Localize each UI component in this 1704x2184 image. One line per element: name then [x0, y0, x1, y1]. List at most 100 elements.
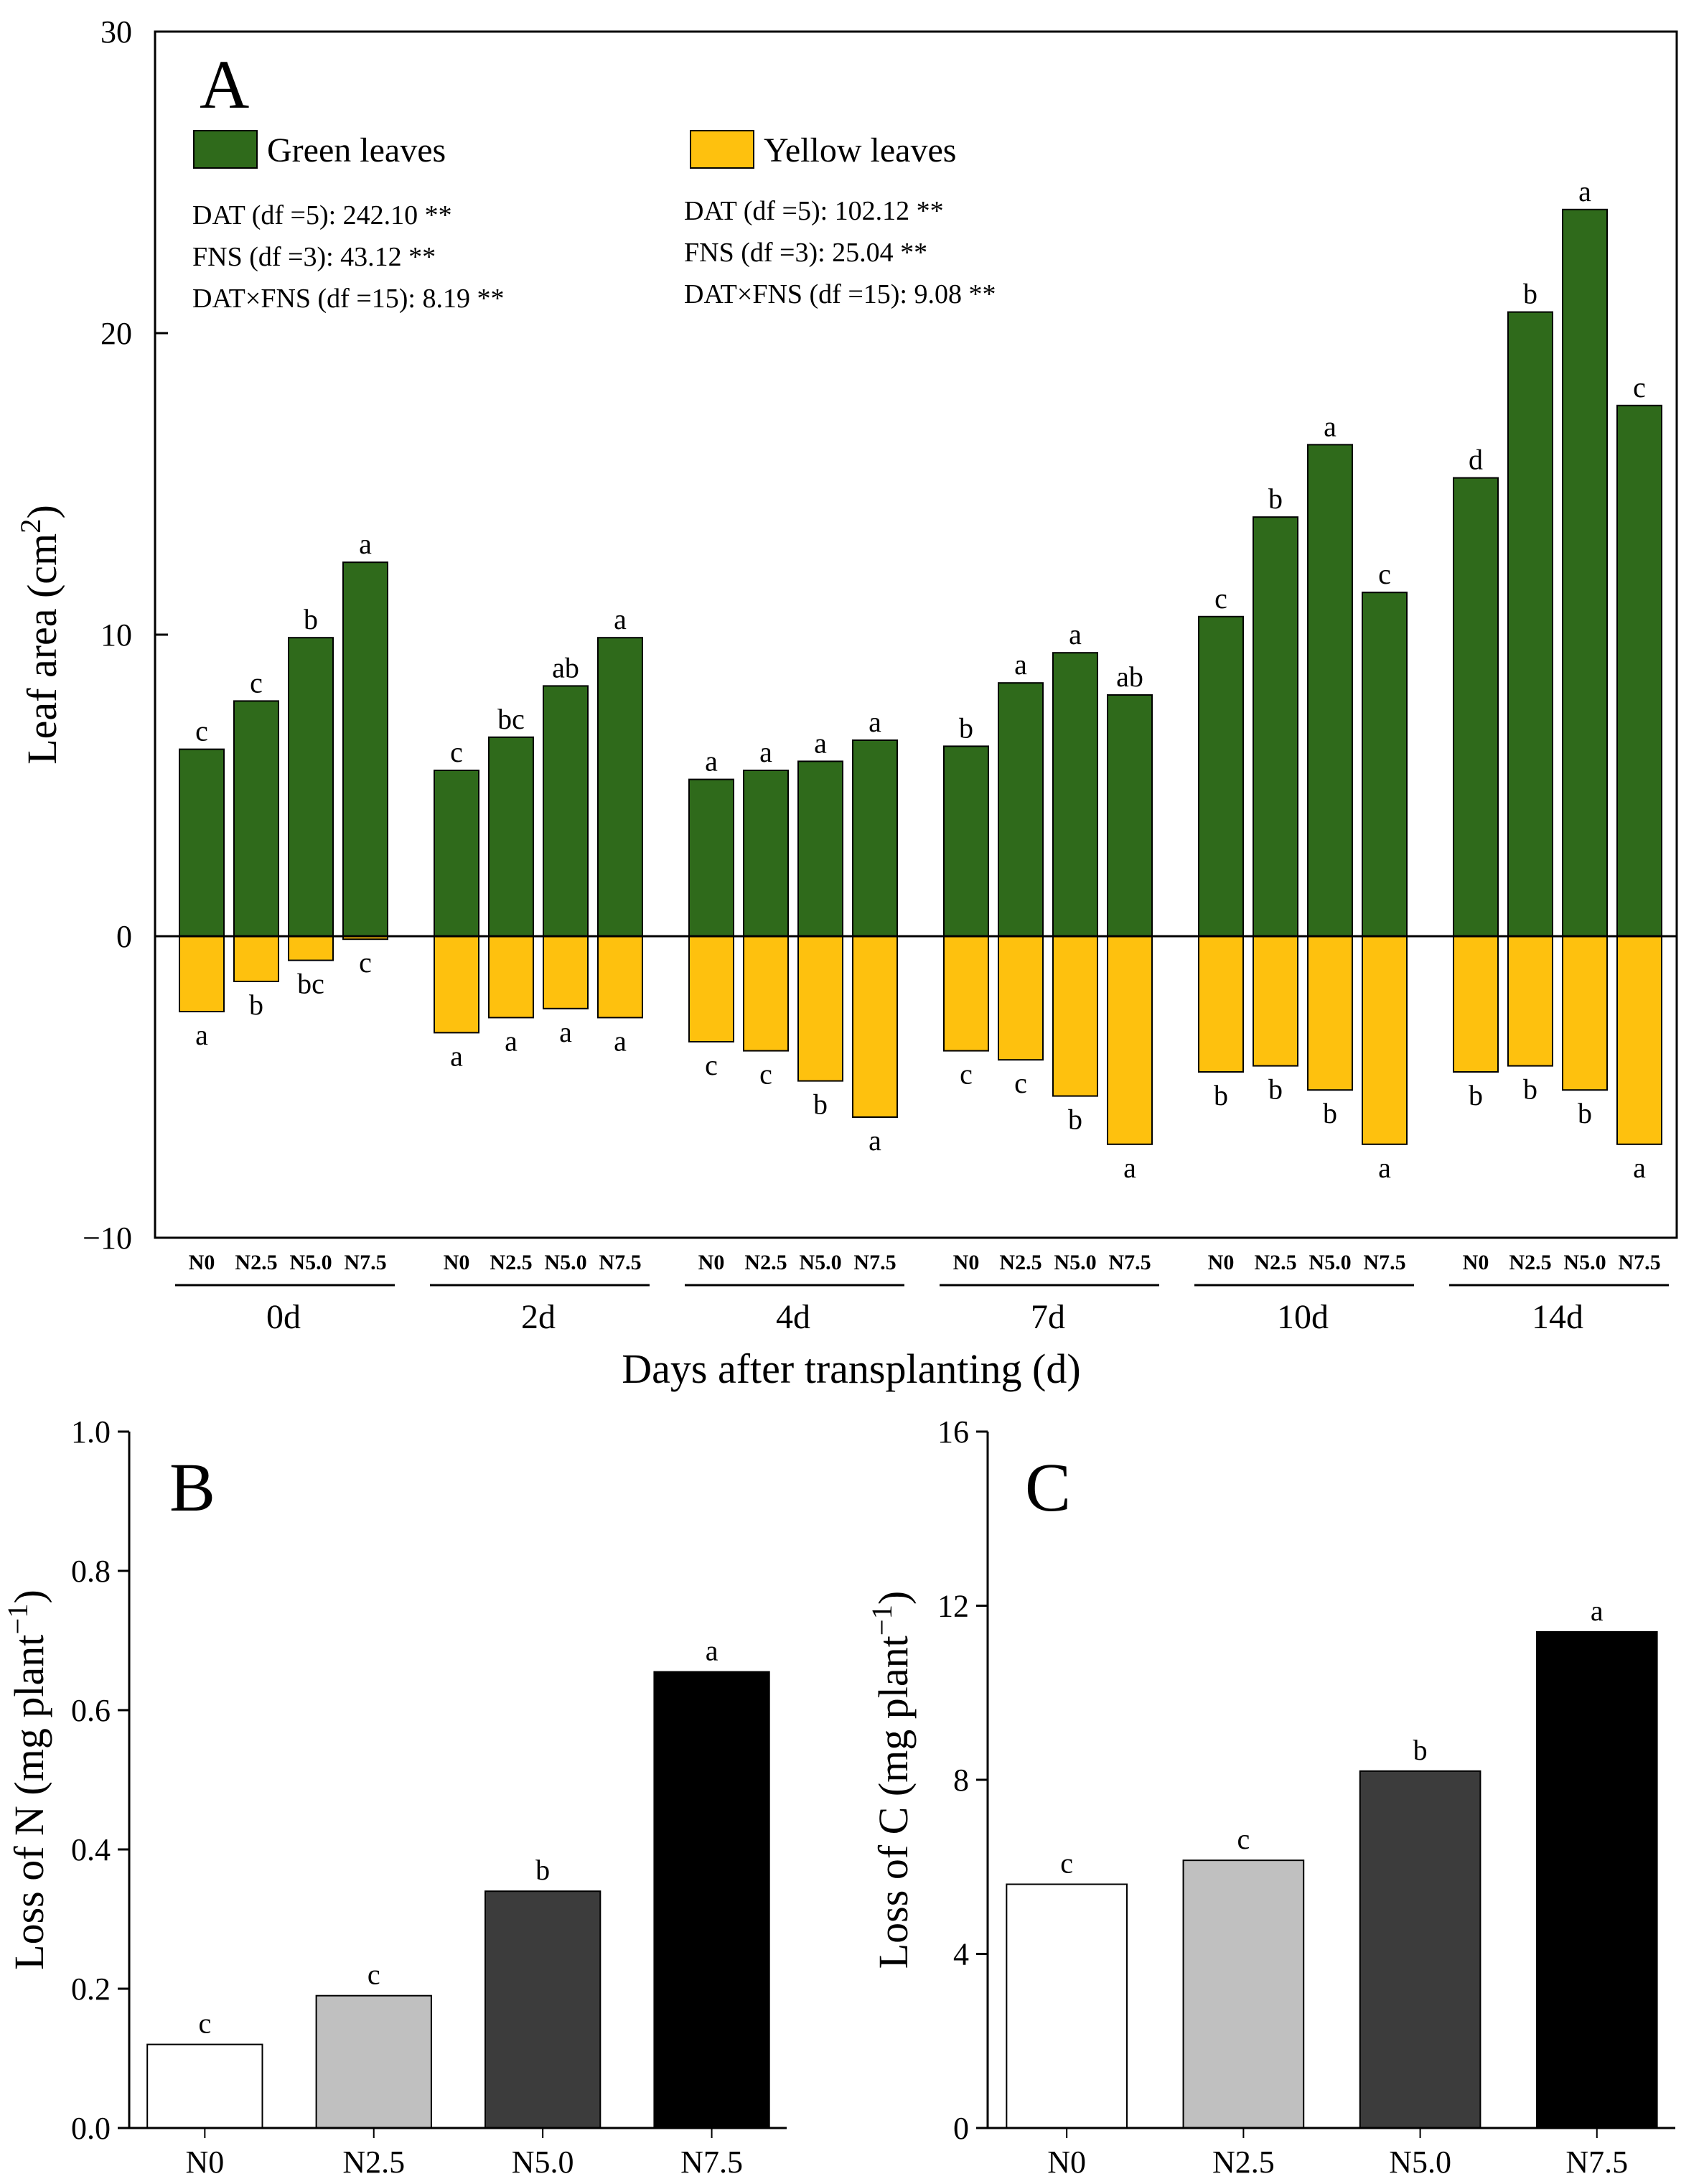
- yellow-sig-letter: b: [1214, 1079, 1228, 1111]
- yellow-sig-letter: b: [1523, 1073, 1537, 1106]
- bar-N5.0: [484, 1890, 601, 2129]
- yellow-sig-letter: a: [450, 1040, 463, 1072]
- y-tick-label: 16: [937, 1414, 969, 1450]
- sig-letter: a: [706, 1635, 718, 1667]
- x-tick-label: N2.5: [1212, 2145, 1275, 2180]
- treatment-label: N7.5: [599, 1251, 641, 1274]
- bar-N2.5: [315, 1994, 432, 2129]
- bar-N7.5: [1535, 1630, 1658, 2129]
- yellow-sig-letter: a: [869, 1124, 881, 1157]
- green-sig-letter: b: [959, 711, 973, 744]
- day-group-label: 2d: [521, 1298, 556, 1336]
- green-sig-letter: a: [614, 603, 627, 635]
- green-bar-0d-N2.5: [233, 700, 279, 938]
- treatment-label: N7.5: [1618, 1251, 1660, 1274]
- yellow-sig-letter: c: [705, 1049, 718, 1081]
- legend-label-green: Green leaves: [267, 131, 446, 169]
- stat-yellow-line: DAT×FNS (df =15): 9.08 **: [684, 279, 996, 309]
- yellow-sig-letter: c: [359, 946, 372, 979]
- yellow-sig-letter: a: [1123, 1152, 1136, 1184]
- yellow-sig-letter: a: [1633, 1152, 1646, 1184]
- yellow-sig-letter: a: [559, 1016, 572, 1048]
- yellow-sig-letter: b: [1323, 1097, 1337, 1129]
- yellow-sig-letter: c: [1014, 1067, 1027, 1099]
- green-sig-letter: bc: [497, 703, 525, 735]
- yellow-bar-4d-N5.0: [797, 935, 843, 1082]
- y-tick-label: 1.0: [71, 1414, 111, 1450]
- green-bar-14d-N7.5: [1616, 404, 1662, 937]
- x-tick-label: N5.0: [1389, 2145, 1451, 2180]
- yellow-bar-7d-N0: [943, 935, 989, 1052]
- yellow-sig-letter: a: [614, 1025, 627, 1057]
- green-sig-letter: a: [814, 727, 827, 759]
- y-tick-label: 12: [937, 1589, 969, 1624]
- yellow-sig-letter: c: [960, 1058, 973, 1091]
- yellow-bar-14d-N0: [1453, 935, 1499, 1073]
- green-sig-letter: c: [1633, 371, 1646, 403]
- bar-N0: [146, 2043, 263, 2129]
- yellow-sig-letter: b: [813, 1088, 828, 1121]
- green-bar-4d-N0: [688, 778, 734, 937]
- y-tick-label: 0.8: [71, 1554, 111, 1589]
- green-sig-letter: c: [1214, 582, 1227, 615]
- stat-yellow-line: FNS (df =3): 25.04 **: [684, 238, 927, 268]
- green-sig-letter: a: [1578, 175, 1591, 207]
- green-sig-letter: b: [1268, 482, 1283, 515]
- green-sig-letter: c: [195, 715, 208, 747]
- sig-letter: b: [535, 1854, 550, 1886]
- treatment-label: N5.0: [544, 1251, 586, 1274]
- x-tick-label: N0: [185, 2145, 224, 2180]
- day-group-label: 4d: [776, 1298, 810, 1336]
- bar-N0: [1006, 1883, 1128, 2129]
- green-bar-14d-N0: [1453, 477, 1499, 937]
- green-sig-letter: a: [1014, 648, 1027, 681]
- legend-swatch-yellow: [690, 130, 754, 169]
- y-tick-label: −10: [83, 1221, 132, 1256]
- treatment-label: N5.0: [1054, 1251, 1096, 1274]
- yellow-bar-2d-N5.0: [543, 935, 589, 1009]
- panel-a-leaf-area-chart: cacbbbcaccabcaabaaaacacabaabcacababacbbb…: [14, 14, 1678, 1392]
- yellow-bar-2d-N2.5: [488, 935, 534, 1019]
- panel-letter-b: B: [169, 1449, 215, 1526]
- treatment-label: N2.5: [235, 1251, 277, 1274]
- yellow-bar-10d-N0: [1198, 935, 1244, 1073]
- green-sig-letter: b: [1523, 278, 1537, 310]
- panel-letter-c: C: [1025, 1449, 1071, 1526]
- y-tick-label: 20: [100, 316, 132, 351]
- yellow-sig-letter: b: [1068, 1103, 1082, 1136]
- green-sig-letter: a: [705, 745, 718, 778]
- yellow-bar-7d-N2.5: [998, 935, 1044, 1061]
- y-tick-label: 4: [953, 1937, 969, 1972]
- green-bar-0d-N0: [179, 748, 225, 937]
- x-axis-title: Days after transplanting (d): [622, 1345, 1080, 1392]
- green-sig-letter: a: [759, 736, 772, 768]
- x-tick-label: N2.5: [342, 2145, 405, 2180]
- green-bar-2d-N2.5: [488, 736, 534, 938]
- sig-letter: c: [198, 2007, 211, 2040]
- yellow-sig-letter: a: [1378, 1152, 1391, 1184]
- green-bar-4d-N7.5: [852, 739, 898, 937]
- treatment-label: N0: [953, 1251, 980, 1274]
- treatment-label: N5.0: [799, 1251, 841, 1274]
- treatment-label: N5.0: [289, 1251, 332, 1274]
- panel-b-loss-of-n-chart: c N0 c N2.5 b N5.0 a N7.5 0.0 0.2 0.4 0.6 0.8 1.0 Loss…: [1, 1414, 787, 2180]
- y-axis-title: Loss of N (mg plant−1): [1, 1590, 53, 1970]
- green-sig-letter: c: [250, 666, 263, 699]
- legend-swatch-green: [193, 130, 258, 169]
- treatment-label: N5.0: [1563, 1251, 1606, 1274]
- yellow-bar-0d-N0: [179, 935, 225, 1012]
- day-group-label: 7d: [1031, 1298, 1065, 1336]
- y-tick-label: 0: [116, 919, 132, 954]
- yellow-bar-4d-N7.5: [852, 935, 898, 1118]
- treatment-label: N0: [444, 1251, 470, 1274]
- green-sig-letter: c: [450, 736, 463, 768]
- stat-green-line: DAT×FNS (df =15): 8.19 **: [192, 284, 504, 314]
- green-bar-2d-N0: [434, 770, 479, 937]
- yellow-bar-7d-N5.0: [1052, 935, 1098, 1097]
- green-bar-10d-N0: [1198, 615, 1244, 937]
- green-sig-letter: ab: [1116, 661, 1143, 693]
- y-tick-label: 10: [100, 617, 132, 653]
- green-bar-4d-N5.0: [797, 760, 843, 938]
- yellow-sig-letter: c: [759, 1058, 772, 1091]
